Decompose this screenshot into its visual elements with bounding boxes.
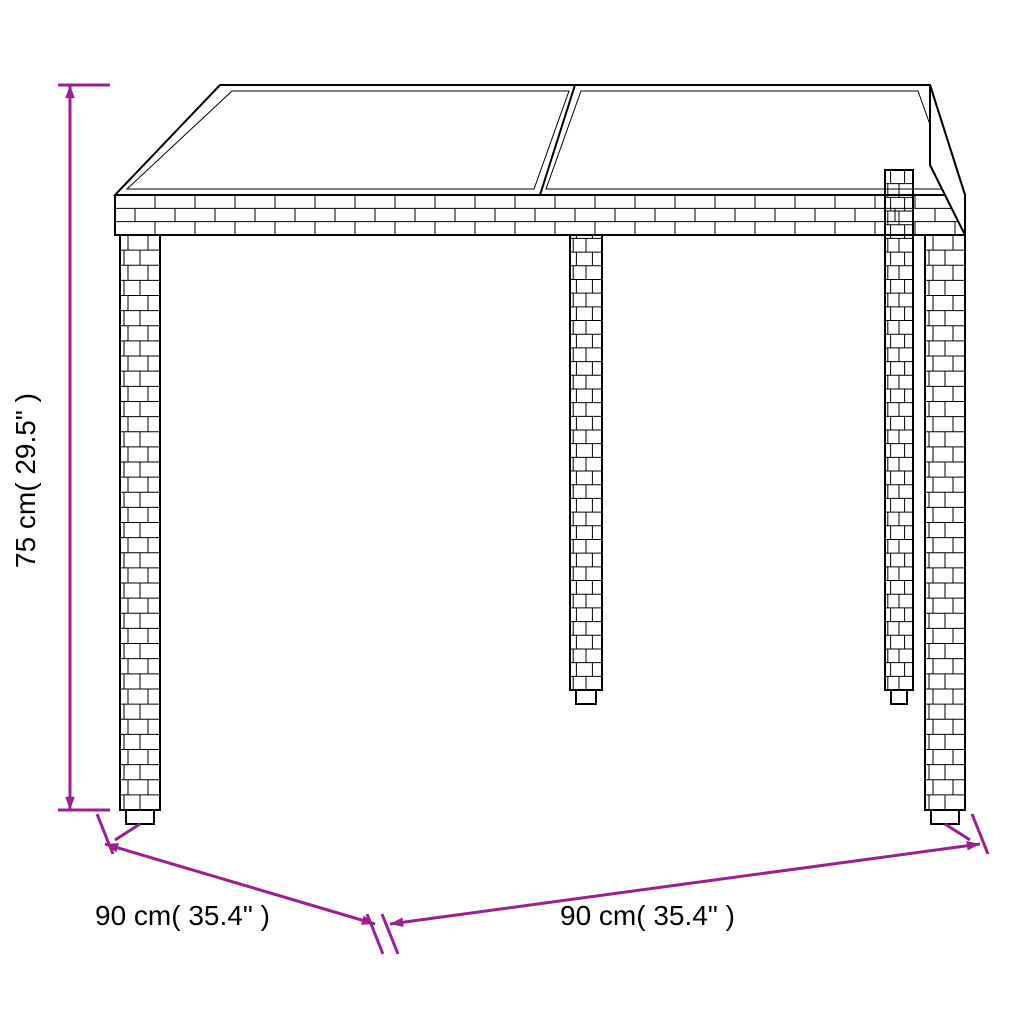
width-label: 90 cm( 35.4" ): [560, 900, 735, 932]
dimension-diagram: [0, 0, 1024, 1024]
height-label: 75 cm( 29.5" ): [10, 393, 42, 568]
depth-label: 90 cm( 35.4" ): [95, 900, 270, 932]
